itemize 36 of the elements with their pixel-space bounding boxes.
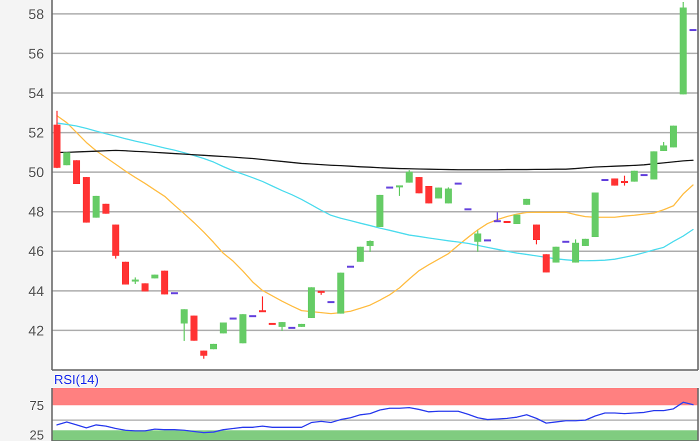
candlestick (356, 246, 364, 262)
candlestick (416, 176, 423, 194)
candlestick (572, 238, 580, 264)
candlestick (670, 125, 677, 148)
candlestick (542, 254, 550, 274)
y-tick-label: 52 (28, 124, 44, 140)
candlestick (532, 224, 540, 245)
candlestick (180, 308, 188, 342)
y-tick-label: 44 (28, 282, 44, 299)
candlestick (552, 246, 560, 264)
candlestick (425, 185, 432, 204)
chart-title: RSI(14) (54, 372, 99, 387)
candlestick (621, 175, 628, 186)
line-series (56, 115, 694, 314)
candlestick (396, 185, 403, 196)
candlestick (406, 170, 413, 184)
y-tick-label: 48 (28, 204, 44, 220)
y-tick-label: 56 (28, 45, 44, 62)
y-tick-label: 46 (28, 243, 44, 260)
y-tick-label: 58 (28, 6, 44, 22)
candlestick (258, 296, 266, 312)
candlestick (220, 322, 227, 334)
candlestick (161, 270, 168, 296)
candlestick (474, 230, 482, 252)
y-tick-label: 25 (30, 428, 44, 441)
candlestick (366, 240, 374, 252)
y-tick-label: 75 (30, 398, 44, 413)
line-series (56, 402, 694, 434)
candlestick (494, 212, 501, 222)
y-tick-label: 54 (28, 84, 44, 101)
candlestick (435, 186, 442, 200)
y-tick-label: 50 (28, 164, 44, 180)
y-tick-label: 42 (28, 322, 44, 338)
candlestick (444, 186, 452, 204)
line-series (56, 122, 694, 262)
candlestick (513, 214, 520, 225)
